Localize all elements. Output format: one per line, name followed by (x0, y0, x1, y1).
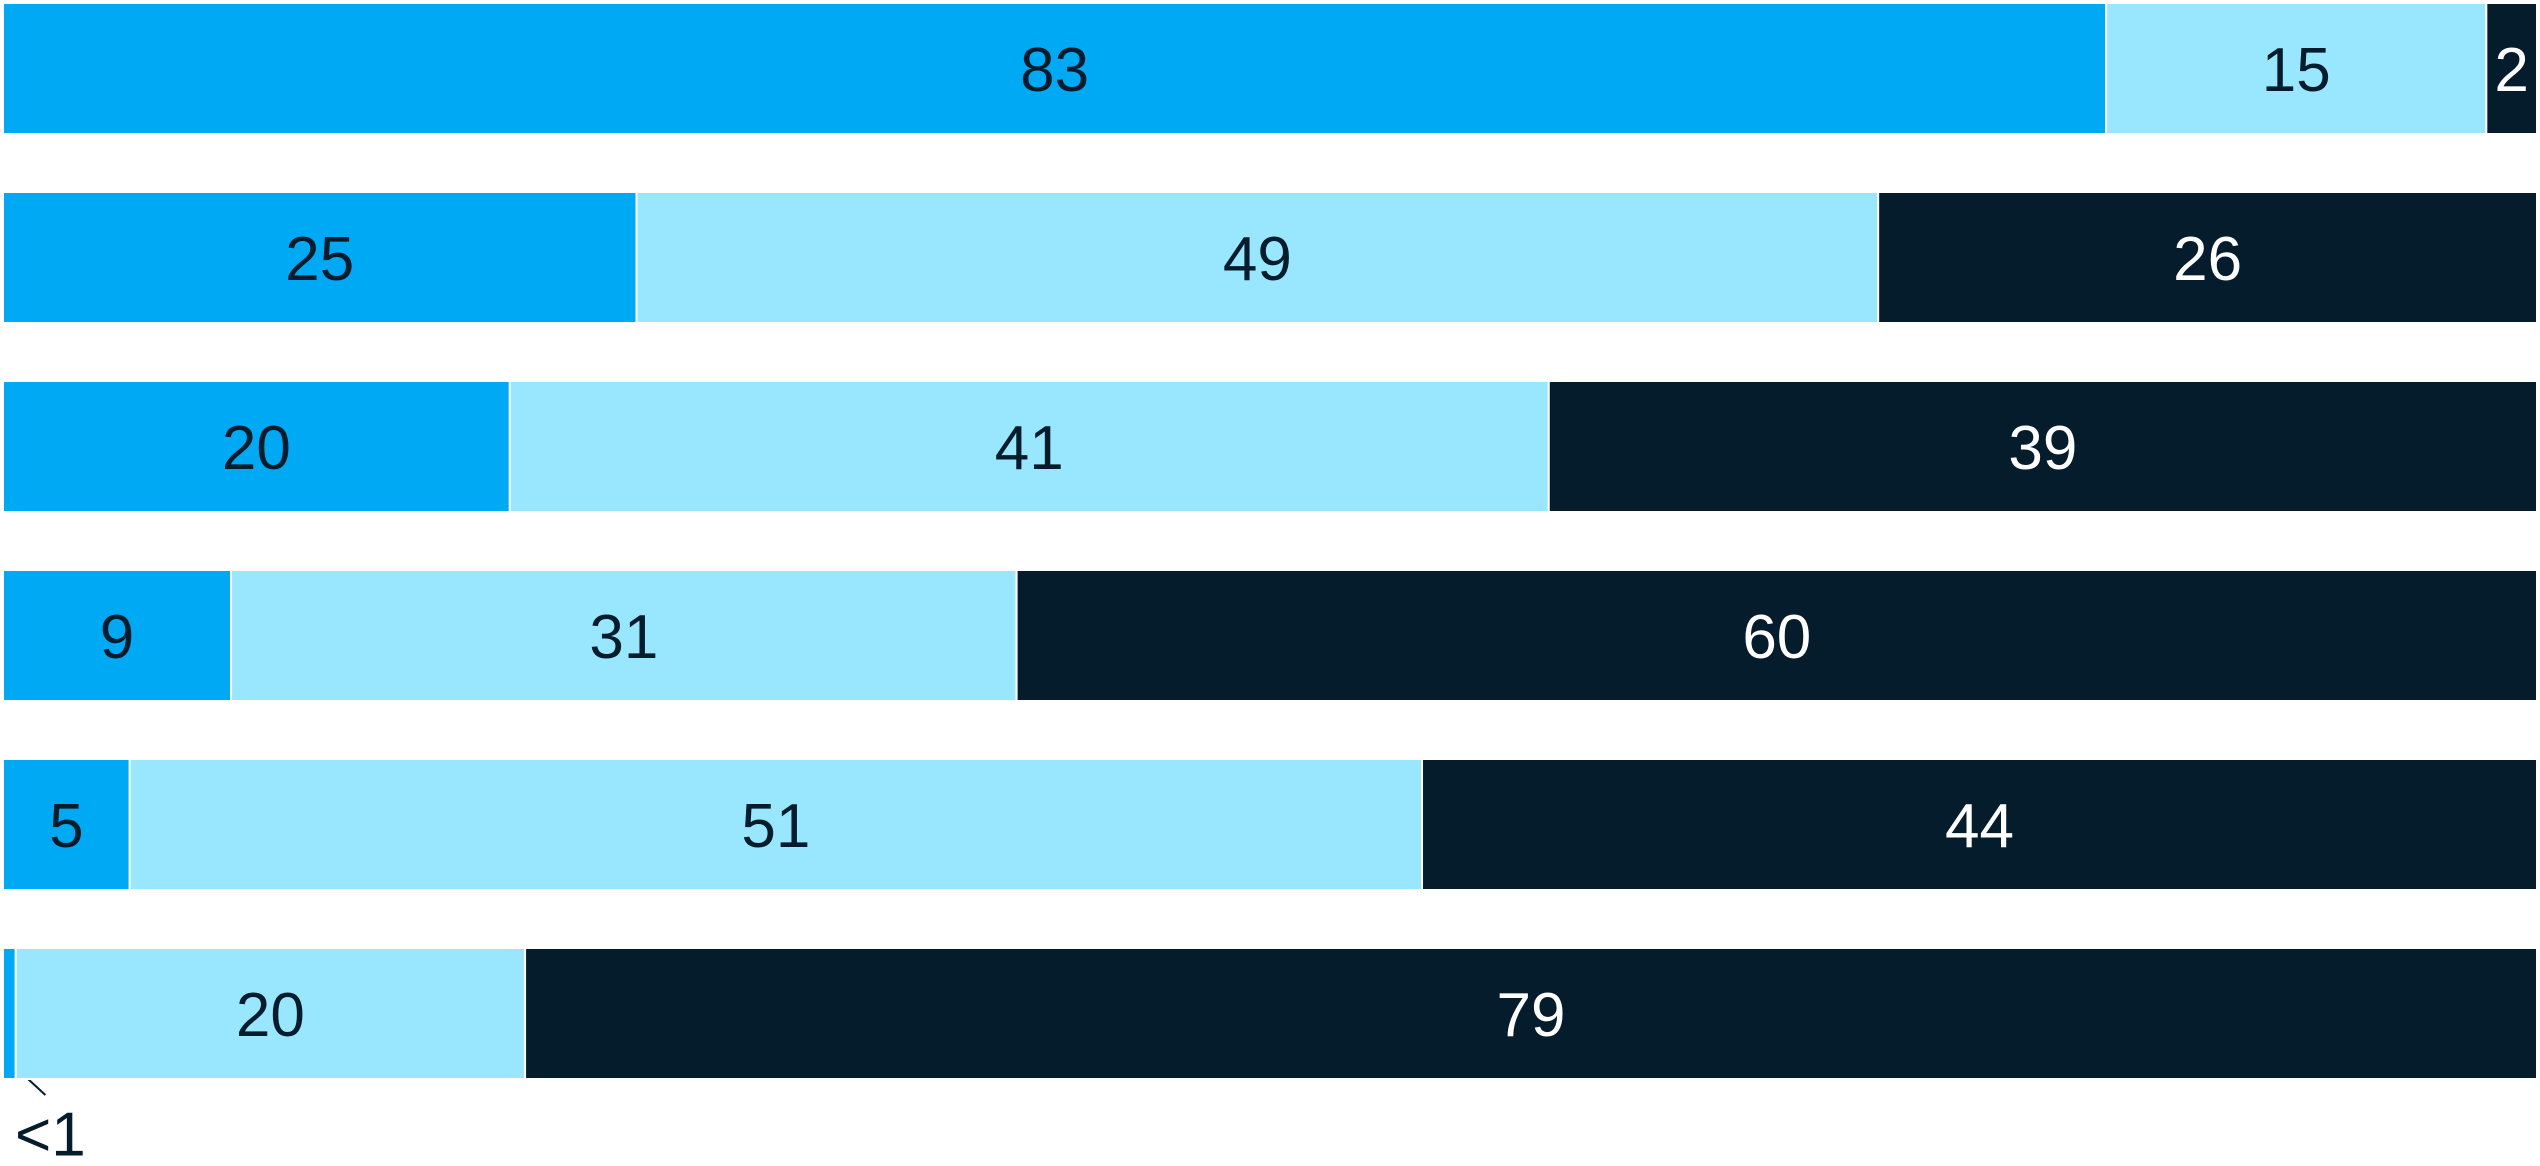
bar-segment-row3-series1 (2, 380, 511, 513)
data-label-row6-series2: 20 (236, 981, 305, 1050)
bar-row-4: 9 31 60 (2, 569, 2538, 702)
data-label-row3-series2: 41 (995, 414, 1064, 483)
bar-segment-row2-series3 (1877, 191, 2539, 324)
bar-row-5: 5 51 44 (2, 758, 2538, 891)
data-label-row3-series1: 20 (222, 414, 291, 483)
bar-segment-row3-series2 (508, 380, 1550, 513)
bar-segment-row6-series3 (524, 947, 2538, 1080)
bar-segment-row5-series2 (128, 758, 1424, 891)
bar-segment-row3-series3 (1547, 380, 2538, 513)
bar-segment-row2-series1 (2, 191, 638, 324)
data-label-row4-series3: 60 (1742, 603, 1811, 672)
data-label-row5-series2: 51 (741, 792, 810, 861)
data-label-row1-series3: 2 (2494, 36, 2528, 105)
data-label-row6-series3: 79 (1497, 981, 1566, 1050)
bar-segment-row4-series3 (1015, 569, 2538, 702)
bar-segment-row6-series1 (2, 947, 17, 1080)
bar-row-6: <1 20 79 (2, 947, 2538, 1166)
bar-segment-row5-series3 (1421, 758, 2538, 891)
bar-segment-row4-series1 (2, 569, 233, 702)
bar-segment-row1-series1 (2, 2, 2108, 135)
bar-segment-row1-series2 (2105, 2, 2488, 135)
bar-row-3: 20 41 39 (2, 380, 2538, 513)
data-label-row3-series3: 39 (2008, 414, 2077, 483)
data-label-row2-series1: 25 (285, 225, 354, 294)
callout-label-row6: <1 (15, 1101, 86, 1166)
data-label-row4-series2: 31 (589, 603, 658, 672)
bar-segment-row1-series3 (2485, 2, 2539, 135)
bar-row-1: 83 15 2 (2, 2, 2539, 135)
bar-segment-row6-series2 (14, 947, 527, 1080)
data-label-row4-series1: 9 (100, 603, 134, 672)
data-label-row5-series1: 5 (49, 792, 83, 861)
bar-segment-row2-series2 (635, 191, 1880, 324)
data-label-row5-series3: 44 (1945, 792, 2014, 861)
data-label-row1-series2: 15 (2262, 36, 2331, 105)
bar-row-2: 25 49 26 (2, 191, 2539, 324)
data-label-row2-series3: 26 (2173, 225, 2242, 294)
data-label-row1-series1: 83 (1020, 36, 1089, 105)
bar-segment-row5-series1 (2, 758, 131, 891)
data-label-row2-series2: 49 (1223, 225, 1292, 294)
